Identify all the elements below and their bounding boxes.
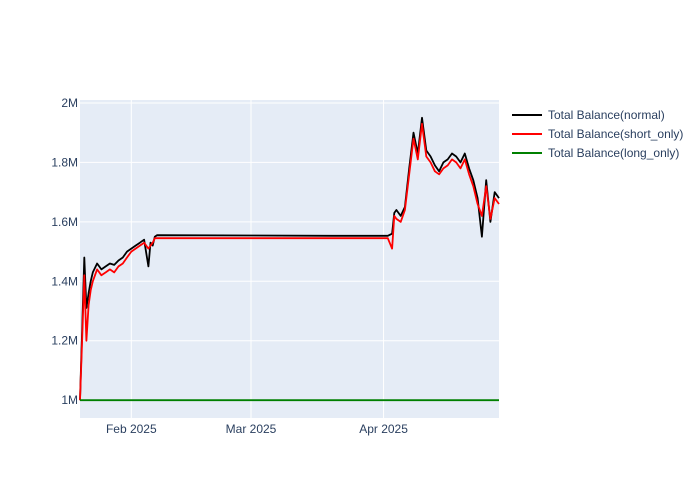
y-tick-label: 1M: [61, 393, 78, 407]
grid: [80, 100, 499, 418]
x-tick-label: Mar 2025: [226, 422, 277, 436]
axis-labels: 1M 1.2M 1.4M 1.6M 1.8M 2M Feb 2025 Mar 2025 Apr …: [51, 96, 408, 436]
y-tick-label: 1.4M: [51, 274, 78, 288]
x-tick-label: Feb 2025: [106, 422, 157, 436]
legend-item[interactable]: Total Balance(short_only): [512, 127, 683, 141]
legend-item[interactable]: Total Balance(normal): [512, 108, 665, 122]
y-tick-label: 2M: [61, 96, 78, 110]
legend-label: Total Balance(long_only): [548, 146, 679, 160]
y-tick-label: 1.2M: [51, 334, 78, 348]
series-line-1: [79, 122, 500, 401]
legend-item[interactable]: Total Balance(long_only): [512, 146, 679, 160]
legend[interactable]: Total Balance(normal) Total Balance(short…: [512, 108, 683, 160]
y-tick-label: 1.6M: [51, 215, 78, 229]
series-line-0: [79, 116, 500, 401]
legend-label: Total Balance(short_only): [548, 127, 683, 141]
series-layer: [79, 116, 500, 402]
x-tick-label: Apr 2025: [359, 422, 408, 436]
y-tick-label: 1.8M: [51, 155, 78, 169]
legend-label: Total Balance(normal): [548, 108, 665, 122]
plot-area: [80, 100, 499, 418]
